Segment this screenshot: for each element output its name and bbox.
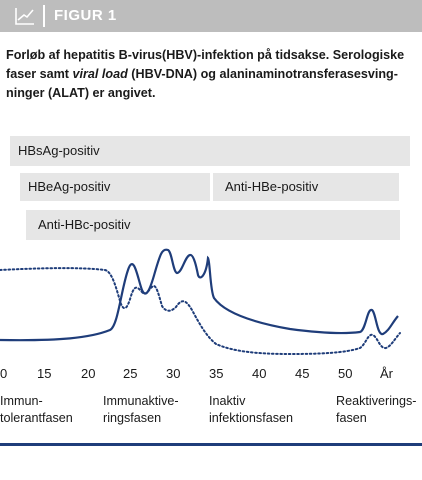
phase-line: Reaktiverings- — [336, 394, 417, 408]
bar-anti-hbc-positiv: Anti-HBc-positiv — [26, 210, 400, 240]
figure-header: FIGUR 1 — [0, 0, 422, 32]
x-unit-label: År — [380, 366, 393, 381]
x-tick: 25 — [123, 366, 138, 381]
x-tick: 45 — [295, 366, 310, 381]
caption-italic: viral load — [72, 67, 128, 81]
bar-anti-hbe-positiv: Anti-HBe-positiv — [213, 173, 399, 201]
x-tick: 20 — [81, 366, 96, 381]
phase-label-inaktiv-infektion: Inaktiv infektionsfasen — [209, 393, 293, 427]
phase-line: Immunaktive- — [103, 394, 179, 408]
phase-line: ringsfasen — [103, 411, 162, 425]
figure-caption: Forløb af hepatitis B-virus(HBV)-infekti… — [6, 46, 416, 103]
phase-label-reaktivering: Reaktiverings- fasen — [336, 393, 417, 427]
diagram-panel: HBsAg-positiv HBeAg-positiv Anti-HBe-pos… — [0, 128, 422, 363]
phase-line: tolerantfasen — [0, 411, 73, 425]
bar-hbsag-positiv: HBsAg-positiv — [10, 136, 410, 166]
header-divider — [43, 5, 45, 27]
phase-label-immuntolerant: Immun- tolerantfasen — [0, 393, 73, 427]
x-tick: 35 — [209, 366, 224, 381]
phase-line: fasen — [336, 411, 367, 425]
phase-label-immunaktivering: Immunaktive- ringsfasen — [103, 393, 179, 427]
x-tick: 15 — [37, 366, 52, 381]
hbv-dna-curve — [0, 267, 401, 356]
bottom-rule — [0, 443, 422, 446]
phase-line: Immun- — [0, 394, 43, 408]
x-tick: 50 — [338, 366, 353, 381]
caption-part-1: Forløb af hepatitis B-virus(HBV)-infekti… — [6, 48, 405, 81]
x-tick: 0 — [0, 366, 8, 381]
caption-part-2: (HBV-DNA) og alaninaminotransferasesving… — [6, 67, 398, 100]
phase-line: infektionsfasen — [209, 411, 294, 425]
x-tick: 30 — [166, 366, 181, 381]
alat-curve — [0, 248, 399, 342]
figure-title: FIGUR 1 — [54, 7, 117, 24]
x-tick: 40 — [252, 366, 267, 381]
line-chart-icon — [15, 8, 34, 25]
bar-hbeag-positiv: HBeAg-positiv — [20, 173, 210, 201]
phase-line: Inaktiv — [209, 394, 246, 408]
